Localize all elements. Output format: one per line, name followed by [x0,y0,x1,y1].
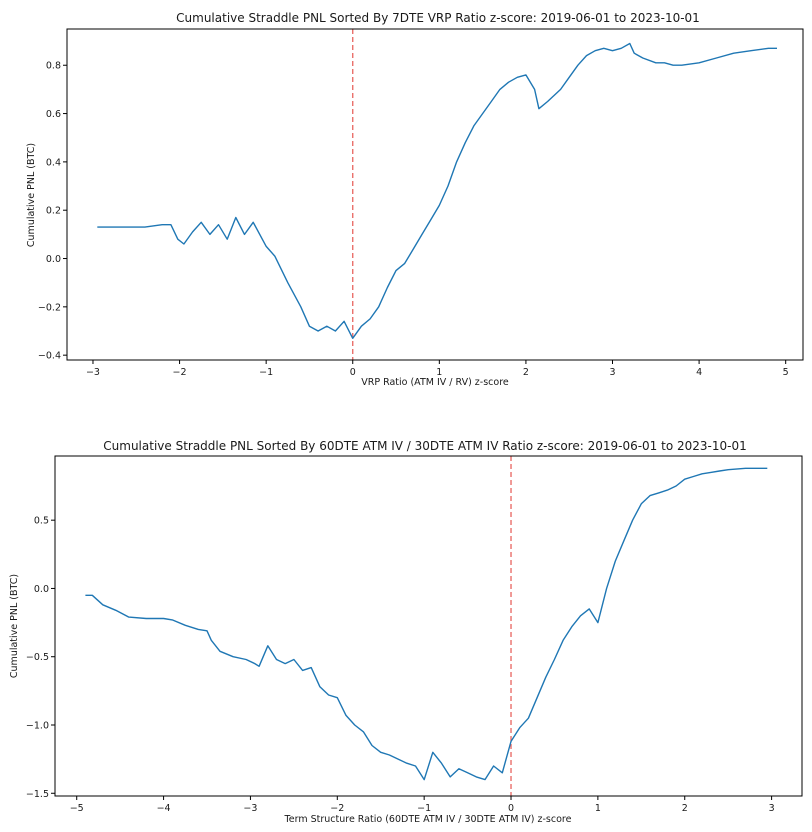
x-tick-label: 0 [350,367,356,378]
x-axis-label: VRP Ratio (ATM IV / RV) z-score [361,377,509,388]
y-tick-label: 0.2 [46,206,61,217]
y-tick-label: −1.0 [26,720,49,731]
y-tick-label: 0.5 [34,516,49,527]
axes-frame [67,29,803,360]
x-tick-label: −4 [157,803,171,814]
series-line [85,468,767,779]
y-axis-label: Cumulative PNL (BTC) [26,143,37,247]
y-tick-label: −0.5 [26,652,49,663]
x-tick-label: 2 [523,367,529,378]
x-tick-label: 3 [609,367,615,378]
plot-area [85,456,767,796]
x-tick-label: −3 [86,367,100,378]
x-tick-label: 4 [696,367,702,378]
x-tick-label: 0 [508,803,514,814]
plot-area [97,29,777,360]
y-tick-label: 0.8 [46,61,61,72]
y-tick-label: 0.4 [46,157,61,168]
chart-title: Cumulative Straddle PNL Sorted By 7DTE V… [176,11,700,25]
x-tick-label: −1 [259,367,273,378]
x-tick-label: 1 [595,803,601,814]
y-ticks: −1.5 −1.0 −0.5 0.0 0.5 [26,516,55,800]
figure: Cumulative Straddle PNL Sorted By 7DTE V… [0,0,812,832]
y-tick-label: −1.5 [26,789,49,800]
y-tick-label: 0.0 [46,254,61,265]
x-tick-label: −5 [70,803,84,814]
x-ticks: −3 −2 −1 0 1 2 3 4 5 [86,360,789,378]
x-axis-label: Term Structure Ratio (60DTE ATM IV / 30D… [284,814,572,825]
x-tick-label: −3 [243,803,257,814]
chart-term-structure: Cumulative Straddle PNL Sorted By 60DTE … [9,439,802,825]
axes-frame [55,456,802,796]
y-ticks: −0.4 −0.2 0.0 0.2 0.4 0.6 0.8 [38,61,67,362]
chart-title: Cumulative Straddle PNL Sorted By 60DTE … [103,439,746,453]
y-tick-label: 0.0 [34,584,49,595]
x-tick-label: −2 [330,803,344,814]
x-ticks: −5 −4 −3 −2 −1 0 1 2 3 [70,796,775,814]
y-tick-label: −0.2 [38,302,61,313]
x-tick-label: 3 [769,803,775,814]
y-tick-label: 0.6 [46,109,61,120]
series-line [97,44,777,339]
x-tick-label: 5 [783,367,789,378]
y-tick-label: −0.4 [38,351,61,362]
x-tick-label: −1 [417,803,431,814]
x-tick-label: −2 [173,367,187,378]
y-axis-label: Cumulative PNL (BTC) [9,574,20,678]
chart-vrp-ratio: Cumulative Straddle PNL Sorted By 7DTE V… [26,11,803,388]
x-tick-label: 2 [682,803,688,814]
